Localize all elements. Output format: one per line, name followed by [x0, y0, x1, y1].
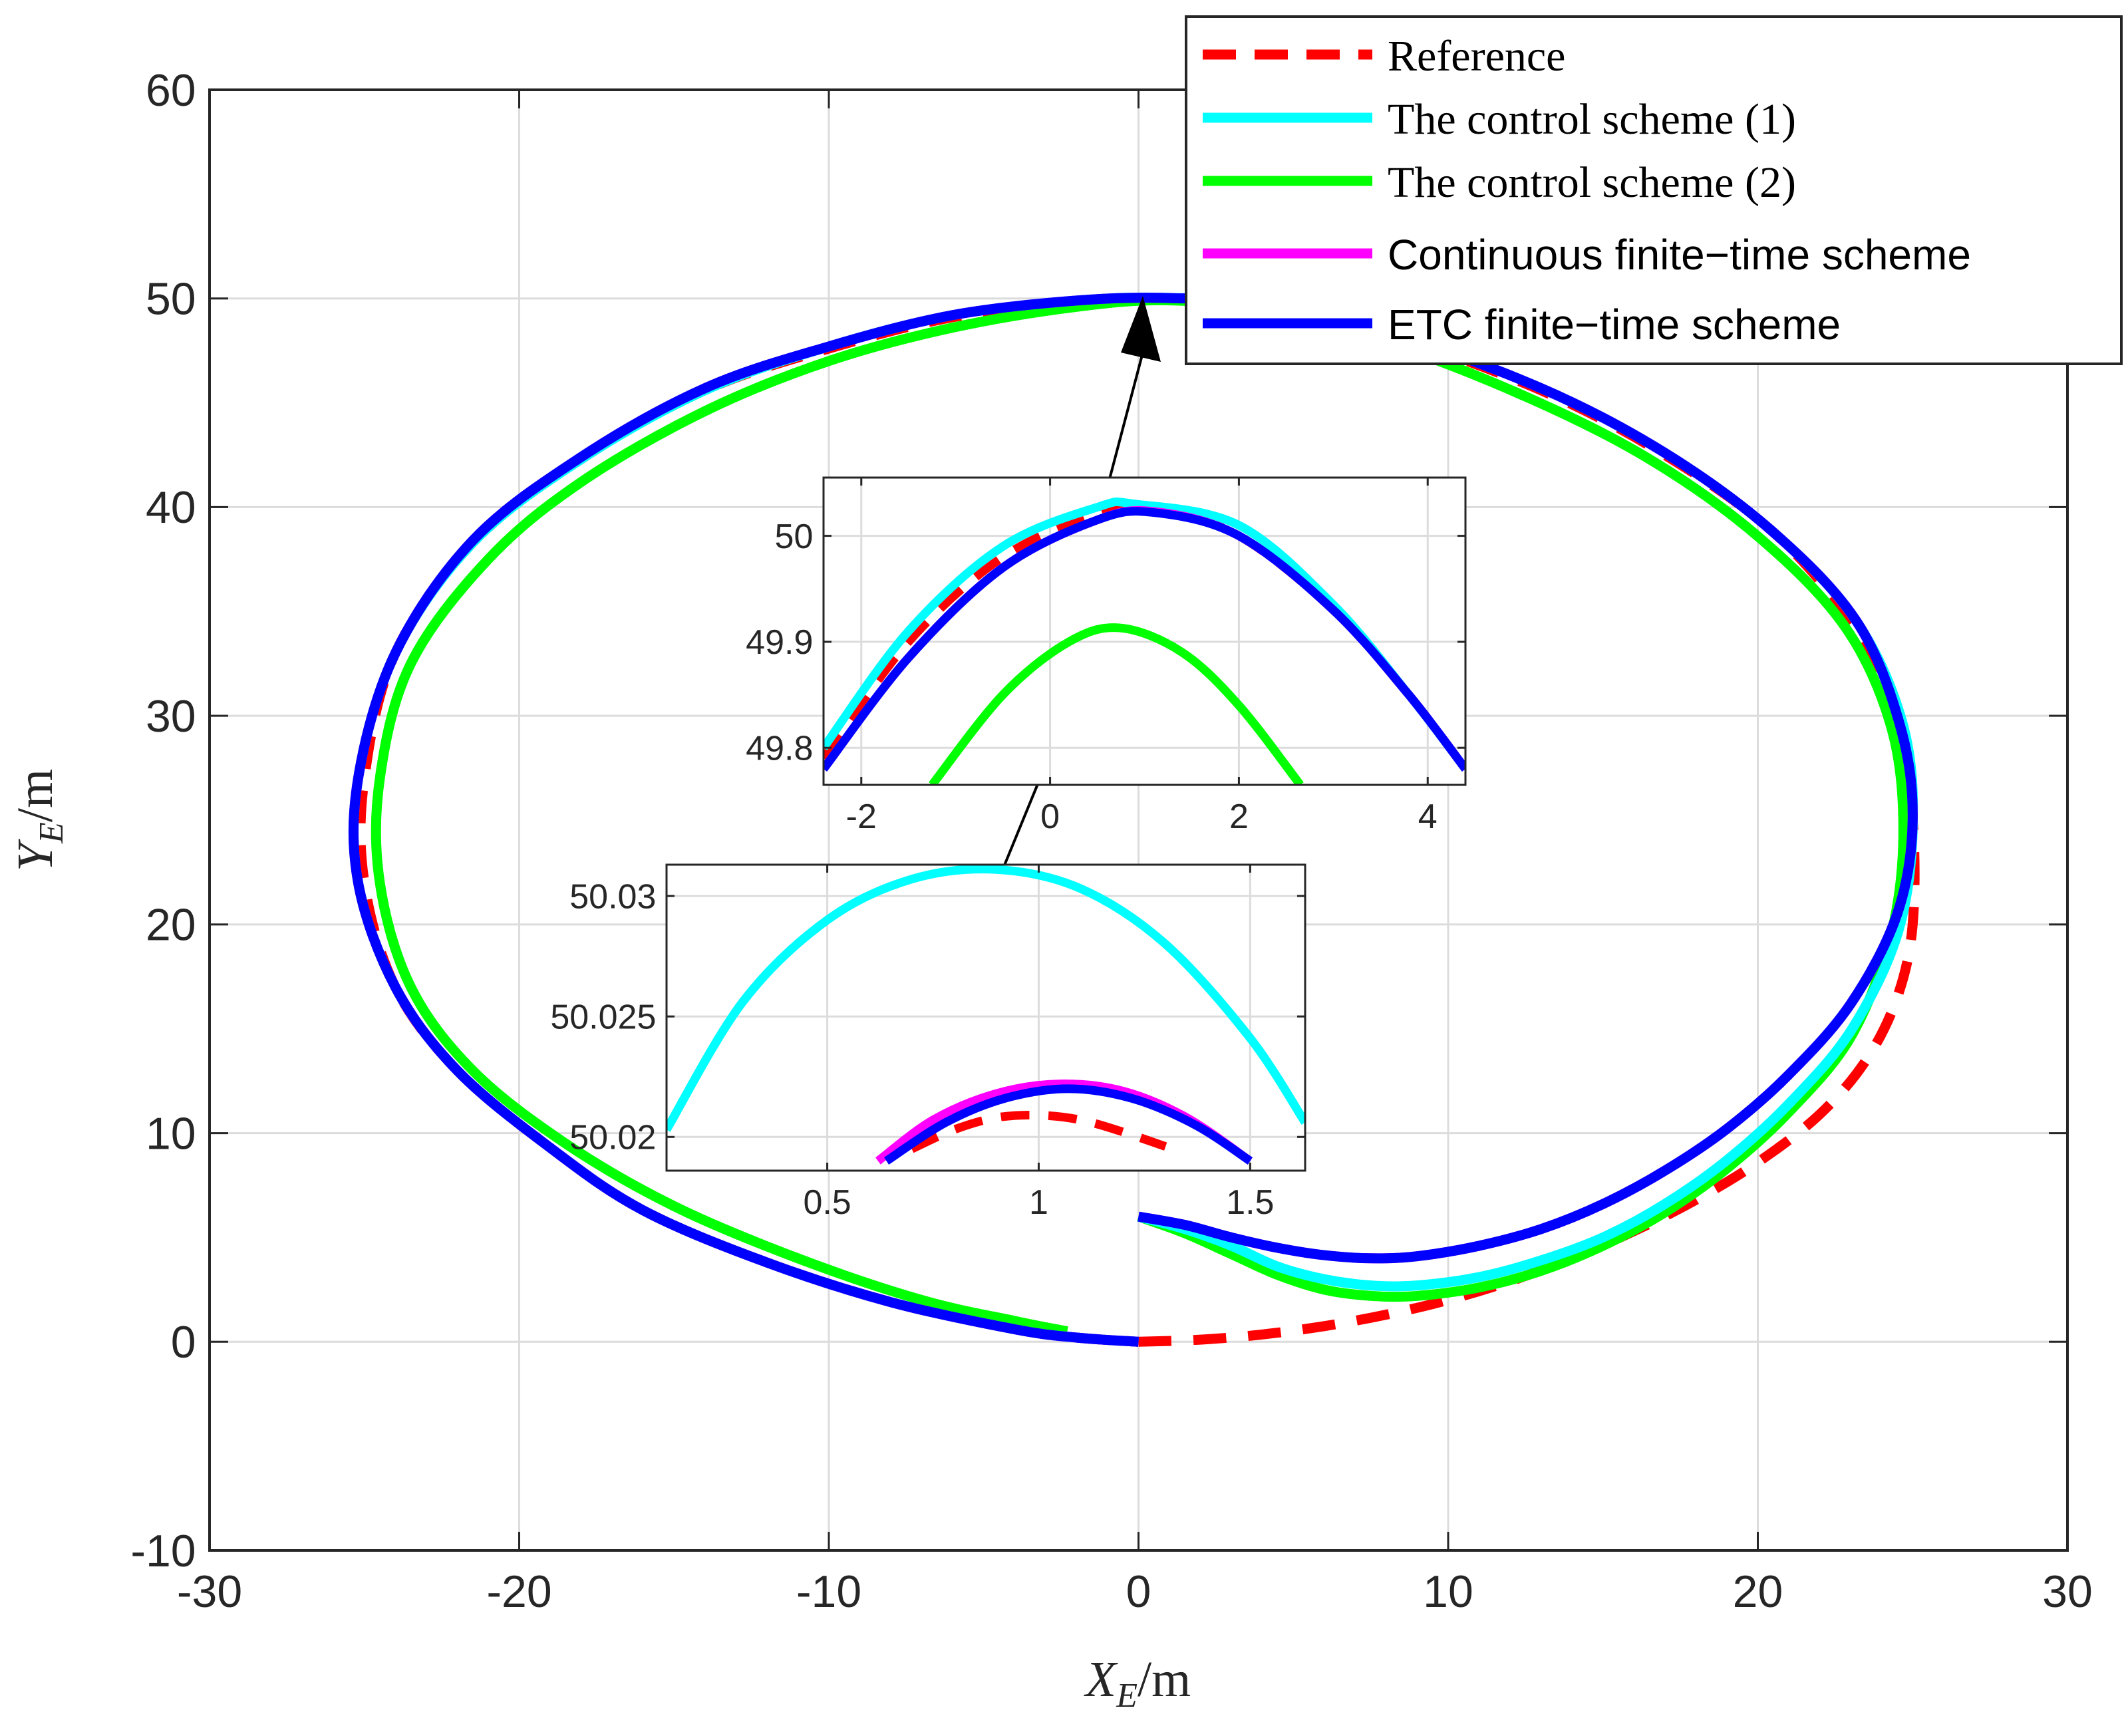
legend-box — [1185, 15, 2123, 365]
inset-lower-x-tick-label: 1 — [1029, 1183, 1048, 1222]
main-y-tick-label: 20 — [146, 900, 196, 950]
inset-lower-series-the-control-scheme-1 — [667, 865, 1305, 1132]
main-x-tick-label: 10 — [1423, 1566, 1473, 1617]
y-axis-title-base: Y — [7, 838, 63, 871]
inset-upper-x-tick-label: -2 — [846, 797, 877, 836]
main-x-tick-label: -30 — [177, 1566, 242, 1617]
main-y-tick-label: 60 — [146, 65, 196, 116]
legend-label-reference: Reference — [1388, 32, 1565, 80]
legend-label-etc: ETC finite−time scheme — [1388, 301, 1841, 349]
x-axis-title-unit: /m — [1138, 1652, 1191, 1707]
legend-entry-scheme-1: The control scheme (1) — [1203, 95, 1796, 144]
main-y-tick-label: -10 — [130, 1526, 196, 1576]
x-axis-title: XE/m — [1084, 1652, 1191, 1715]
main-y-tick-label: 40 — [146, 482, 196, 533]
inset-lower-x-tick-label: 1.5 — [1226, 1183, 1274, 1222]
inset-upper-ticks: -2 0 2 4 49.8 49.9 50 — [746, 478, 1465, 836]
legend-entry-etc: ETC finite−time scheme — [1203, 301, 1841, 349]
main-x-tick-label: 20 — [1733, 1566, 1783, 1617]
inset-lower-ticks: 0.5 1 1.5 50.02 50.025 50.03 — [550, 865, 1305, 1222]
inset-upper: -2 0 2 4 49.8 49.9 50 — [746, 476, 1467, 836]
legend-entry-reference: Reference — [1203, 32, 1565, 80]
inset-upper-y-tick-label: 50 — [775, 517, 814, 556]
inset-upper-series-etc-finite-time-scheme — [824, 507, 1465, 772]
main-y-tick-label: 0 — [171, 1317, 196, 1368]
zoom-arrow-outer-shaft — [1108, 352, 1144, 480]
main-x-tick-label: -20 — [486, 1566, 551, 1617]
main-y-tick-label: 30 — [146, 691, 196, 742]
legend-entry-scheme-2: The control scheme (2) — [1203, 158, 1796, 207]
legend-label-continuous: Continuous finite−time scheme — [1388, 231, 1971, 279]
inset-lower-y-tick-label: 50.03 — [569, 877, 656, 916]
y-axis-title: YE/m — [7, 769, 71, 871]
legend-label-scheme-1: The control scheme (1) — [1388, 95, 1796, 144]
inset-lower-frame — [665, 863, 1306, 1172]
legend: Reference The control scheme (1) The con… — [1185, 15, 2123, 365]
main-x-tick-label: 0 — [1126, 1566, 1151, 1617]
inset-upper-frame — [822, 476, 1467, 786]
main-x-tick-label: 30 — [2042, 1566, 2093, 1617]
main-y-tick-label: 50 — [146, 274, 196, 325]
inset-upper-x-tick-label: 0 — [1040, 797, 1060, 836]
zoom-arrow-outer-head — [1121, 296, 1161, 362]
inset-upper-series-the-control-scheme-2 — [929, 623, 1304, 785]
inset-upper-x-tick-label: 4 — [1418, 797, 1438, 836]
inset-upper-series — [824, 497, 1465, 785]
inset-upper-y-tick-label: 49.8 — [746, 729, 813, 768]
x-axis-title-base: X — [1084, 1652, 1118, 1707]
legend-label-scheme-2: The control scheme (2) — [1388, 158, 1796, 207]
y-axis-title-subscript: E — [33, 822, 71, 844]
inset-upper-y-tick-label: 49.9 — [746, 623, 813, 662]
y-axis-title-unit: /m — [7, 769, 63, 822]
inset-upper-x-tick-label: 2 — [1229, 797, 1249, 836]
inset-lower-y-tick-label: 50.02 — [569, 1118, 656, 1157]
inset-lower: 0.5 1 1.5 50.02 50.025 50.03 — [550, 863, 1306, 1222]
inset-lower-series — [667, 865, 1305, 1165]
zoom-arrow-outer — [1108, 296, 1161, 480]
main-x-tick-label: -10 — [796, 1566, 861, 1617]
main-y-tick-label: 10 — [146, 1108, 196, 1159]
inset-lower-x-tick-label: 0.5 — [803, 1183, 851, 1222]
inset-lower-y-tick-label: 50.025 — [550, 998, 656, 1036]
x-axis-title-subscript: E — [1116, 1677, 1138, 1715]
legend-entry-continuous: Continuous finite−time scheme — [1203, 231, 1971, 279]
inset-lower-background — [667, 865, 1305, 1171]
inset-lower-series-etc-finite-time-scheme — [884, 1084, 1253, 1165]
